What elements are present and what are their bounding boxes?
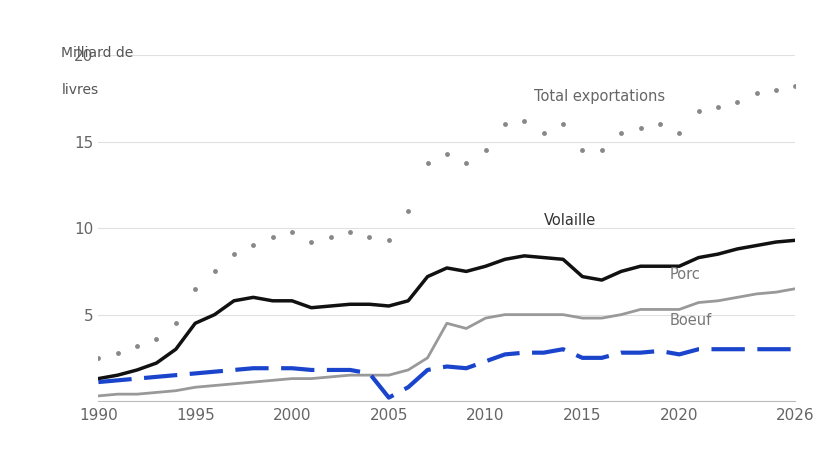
Text: Boeuf: Boeuf xyxy=(669,313,711,328)
Text: livres: livres xyxy=(61,83,98,97)
Text: Porc: Porc xyxy=(669,267,699,282)
Text: Volaille: Volaille xyxy=(543,213,595,228)
Text: Total exportations: Total exportations xyxy=(533,89,664,104)
Text: Milliard de: Milliard de xyxy=(61,46,133,60)
